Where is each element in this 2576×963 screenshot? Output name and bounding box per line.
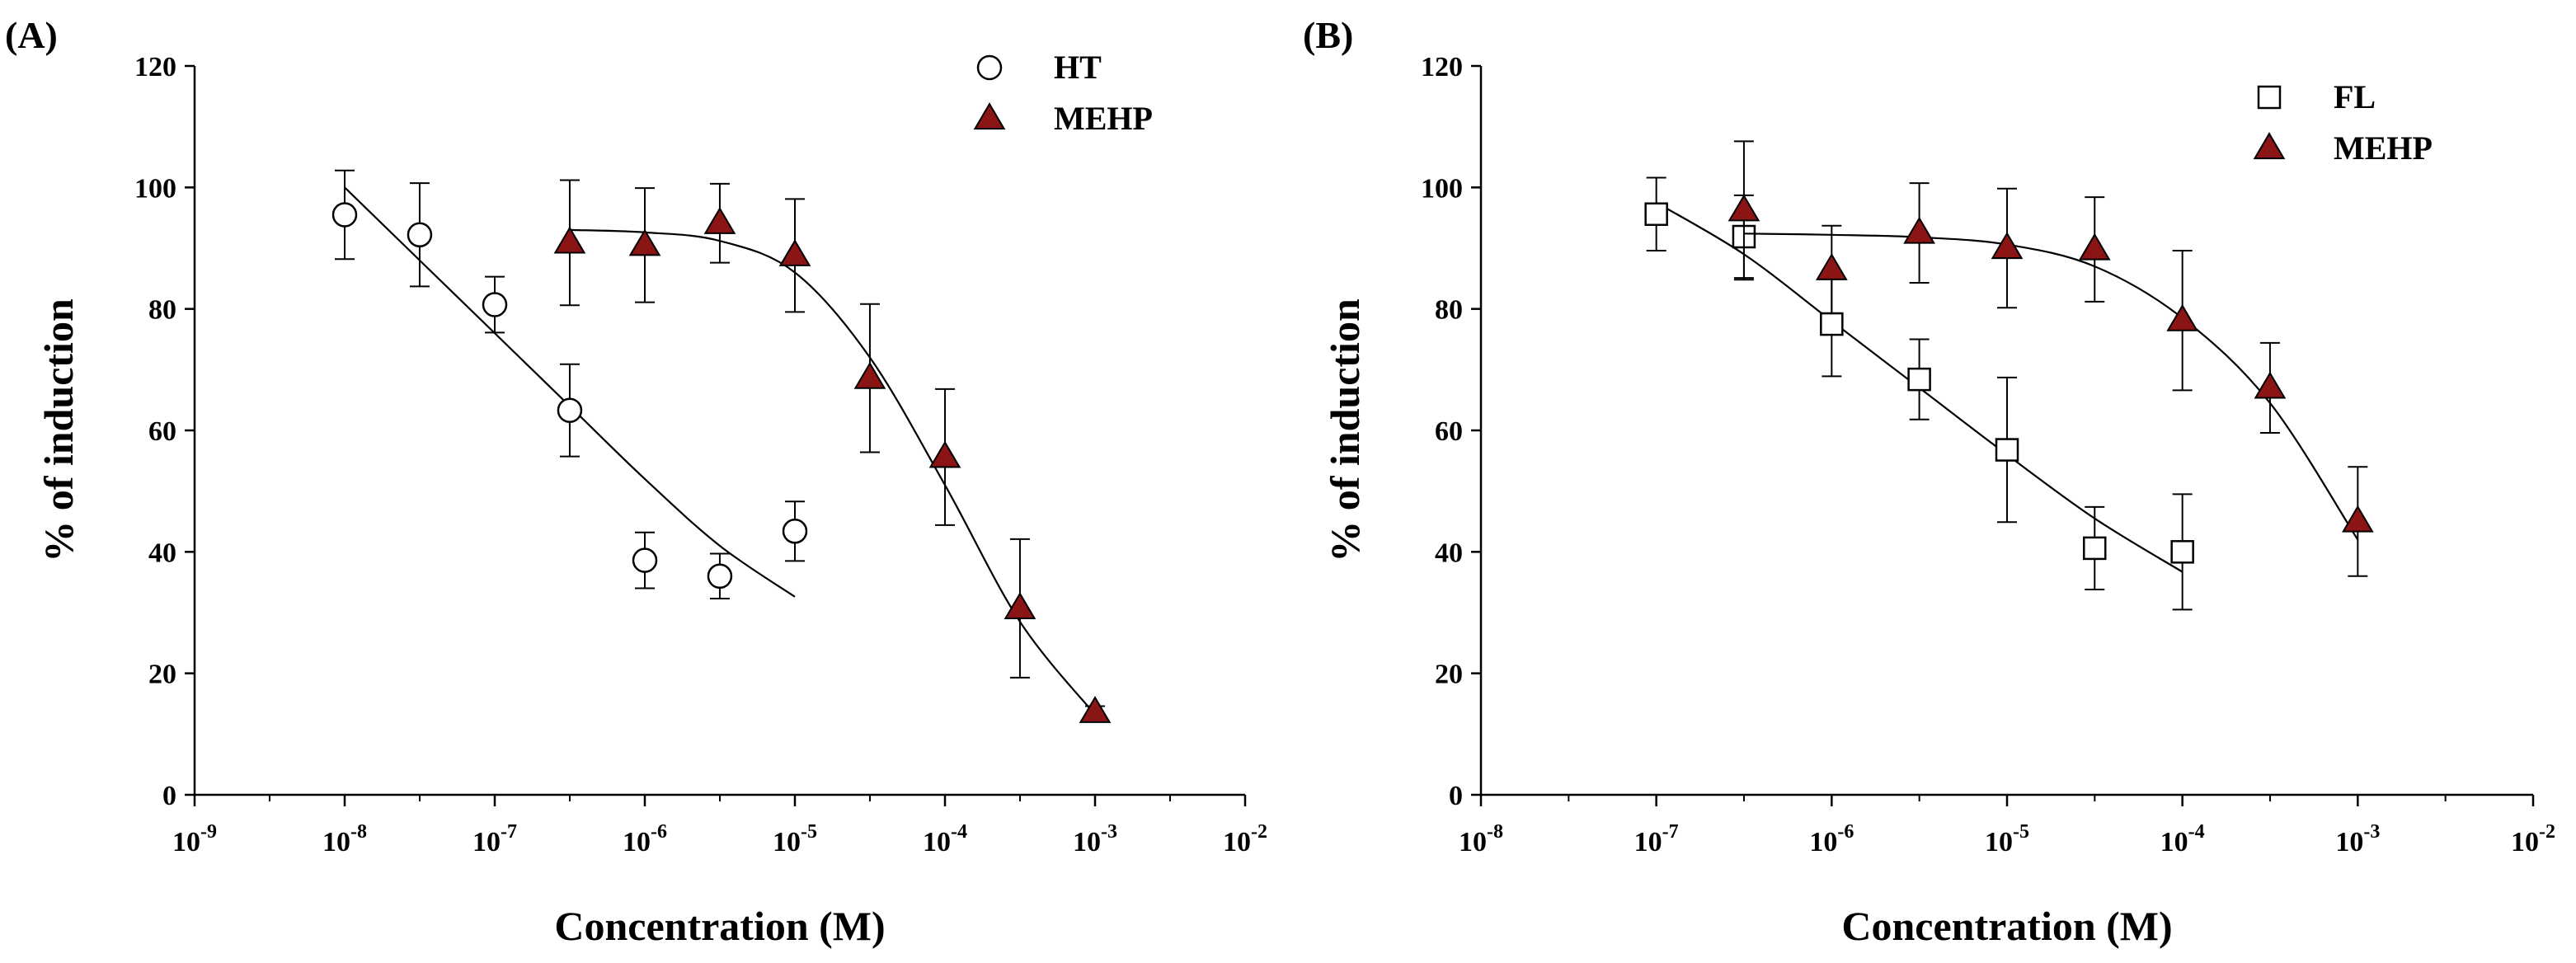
x-tick-label: 10-8: [1459, 821, 1503, 857]
legend-marker: [2253, 132, 2286, 160]
data-point: [2254, 371, 2287, 399]
x-tick-label: 10-3: [2335, 821, 2380, 857]
x-tick-label: 10-5: [773, 821, 817, 857]
y-tick-label: 0: [162, 781, 176, 811]
data-point: [1995, 438, 2019, 462]
y-axis-label: % of induction: [35, 298, 82, 562]
data-point: [778, 239, 811, 266]
y-tick-label: 60: [1435, 416, 1463, 447]
chart-panel-1: (A) 0 20 40 60 80 100 120 10-9 10-8 10-7 10-6 10-5 10…: [5, 14, 1267, 949]
data-point: [1004, 592, 1037, 619]
chart-panel-2: (B) 0 20 40 60 80 100 120 10-8 10-7 10-6 10-5 10-4 10…: [1303, 14, 2555, 949]
data-point: [628, 228, 661, 256]
x-axis-label: Concentration (M): [1841, 903, 2172, 949]
x-tick-label: 10-6: [623, 821, 667, 857]
data-point: [2078, 233, 2111, 261]
data-point: [703, 206, 736, 234]
series-mehp: [1728, 140, 2374, 577]
data-point: [1907, 367, 1931, 392]
x-tick-label: 10-4: [923, 821, 967, 857]
data-point: [707, 563, 733, 590]
legend-marker: [976, 54, 1003, 81]
series-fl: [1644, 176, 2194, 611]
y-axis-label: % of induction: [1322, 298, 1368, 562]
x-tick-label: 10-4: [2160, 821, 2205, 857]
legend-label: MEHP: [2334, 129, 2433, 167]
data-point: [2170, 540, 2194, 564]
y-tick-label: 80: [148, 295, 176, 326]
legend-label: FL: [2334, 78, 2376, 115]
data-point: [782, 519, 808, 544]
data-point: [1991, 232, 2024, 260]
series-ht: [331, 169, 808, 600]
y-tick-label: 100: [134, 173, 176, 204]
legend-label: HT: [1054, 49, 1102, 86]
data-point: [928, 440, 961, 468]
data-point: [1815, 252, 1848, 280]
y-tick-label: 100: [1421, 173, 1463, 204]
data-point: [2083, 536, 2107, 561]
data-point: [1079, 695, 1112, 723]
x-tick-label: 10-8: [322, 821, 367, 857]
data-point: [853, 361, 886, 389]
data-point: [553, 226, 586, 254]
legend-label: MEHP: [1054, 100, 1153, 137]
data-point: [1644, 202, 1668, 226]
y-tick-label: 80: [1435, 295, 1463, 326]
data-point: [407, 222, 433, 248]
x-tick-label: 10-6: [1809, 821, 1854, 857]
data-point: [1820, 312, 1844, 336]
data-point: [482, 292, 508, 317]
y-tick-label: 20: [1435, 660, 1463, 690]
y-tick-label: 0: [1449, 781, 1463, 811]
y-tick-label: 40: [1435, 538, 1463, 568]
series-mehp: [553, 179, 1112, 723]
data-point: [2341, 505, 2374, 533]
data-point: [2166, 303, 2199, 331]
data-point: [632, 547, 658, 573]
y-tick-label: 120: [1421, 52, 1463, 82]
x-tick-label: 10-5: [1985, 821, 2029, 857]
x-tick-label: 10-3: [1073, 821, 1117, 857]
y-tick-label: 60: [148, 416, 176, 447]
data-point: [1903, 216, 1935, 244]
data-point: [1728, 194, 1760, 222]
x-axis-label: Concentration (M): [554, 903, 885, 949]
legend-marker: [2257, 85, 2282, 110]
x-tick-label: 10-2: [2511, 821, 2555, 857]
y-tick-label: 40: [148, 538, 176, 568]
legend-marker: [973, 102, 1006, 130]
panel-label: (B): [1303, 14, 1353, 56]
x-tick-label: 10-7: [1634, 821, 1679, 857]
data-point: [331, 202, 358, 228]
data-point: [557, 397, 583, 423]
x-tick-label: 10-9: [172, 821, 217, 857]
y-tick-label: 120: [134, 52, 176, 82]
y-tick-label: 20: [148, 660, 176, 690]
x-tick-label: 10-7: [472, 821, 517, 857]
x-tick-label: 10-2: [1223, 821, 1267, 857]
panel-label: (A): [5, 14, 58, 56]
